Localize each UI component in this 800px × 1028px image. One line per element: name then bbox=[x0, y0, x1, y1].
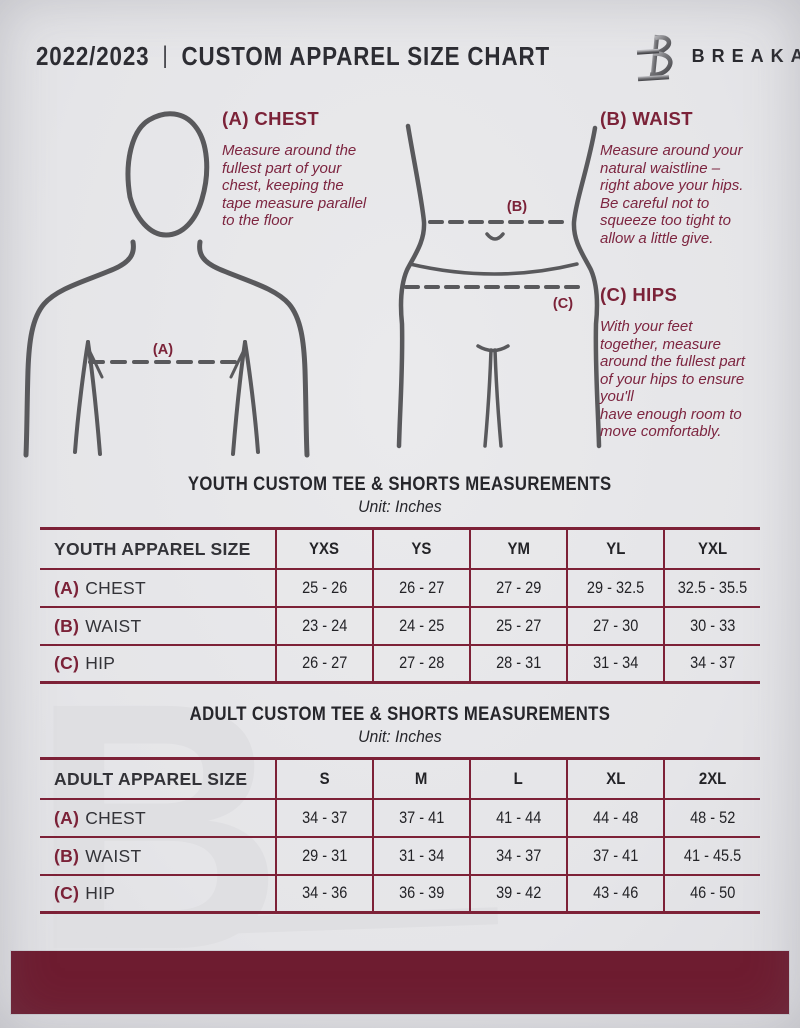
waist-heading: (B) WAIST bbox=[600, 108, 694, 129]
youth-waist-row-label: (B) WAIST bbox=[40, 608, 275, 646]
table-cell: 44 - 48 bbox=[566, 800, 663, 838]
adult-size-2xl: 2XL bbox=[663, 757, 760, 800]
hips-heading: (C) HIPS bbox=[600, 284, 678, 305]
adult-size-xl: XL bbox=[566, 757, 663, 800]
chart-title: CUSTOM APPAREL SIZE CHART bbox=[181, 40, 550, 71]
table-cell: 24 - 25 bbox=[372, 608, 469, 646]
title-separator: | bbox=[162, 42, 169, 69]
chest-heading: (A) CHEST bbox=[222, 108, 320, 129]
table-cell: 41 - 45.5 bbox=[663, 838, 760, 876]
adult-hip-row-label: (C) HIP bbox=[40, 876, 275, 914]
adult-size-column-header: ADULT APPAREL SIZE bbox=[40, 757, 275, 800]
figure-head-outline bbox=[125, 111, 210, 238]
table-cell: 43 - 46 bbox=[566, 876, 663, 914]
table-cell: 23 - 24 bbox=[275, 608, 372, 646]
table-cell: 36 - 39 bbox=[372, 876, 469, 914]
navel-mark bbox=[485, 232, 505, 241]
table-cell: 26 - 27 bbox=[275, 646, 372, 684]
table-cell: 32.5 - 35.5 bbox=[663, 570, 760, 608]
waist-hips-figure: (B) (C) bbox=[396, 123, 602, 449]
table-cell: 34 - 37 bbox=[469, 838, 566, 876]
adult-table-title: ADULT CUSTOM TEE & SHORTS MEASUREMENTS bbox=[189, 704, 611, 725]
adult-section-heading: ADULT CUSTOM TEE & SHORTS MEASUREMENTS U… bbox=[0, 704, 800, 747]
table-cell: 29 - 31 bbox=[275, 838, 372, 876]
table-cell: 37 - 41 bbox=[372, 800, 469, 838]
hips-instructions: (C) HIPS With your feet together, measur… bbox=[600, 284, 792, 441]
table-cell: 34 - 37 bbox=[663, 646, 760, 684]
season-label: 2022/2023 bbox=[36, 40, 150, 71]
chest-measurement-figure: (A) bbox=[23, 111, 310, 458]
table-cell: 28 - 31 bbox=[469, 646, 566, 684]
table-cell: 34 - 36 bbox=[275, 876, 372, 914]
table-cell: 27 - 30 bbox=[566, 608, 663, 646]
youth-size-ym: YM bbox=[469, 527, 566, 570]
table-cell: 39 - 42 bbox=[469, 876, 566, 914]
adult-size-l: L bbox=[469, 757, 566, 800]
table-cell: 26 - 27 bbox=[372, 570, 469, 608]
table-cell: 29 - 32.5 bbox=[566, 570, 663, 608]
footer-accent-bar bbox=[10, 950, 790, 1015]
table-cell: 46 - 50 bbox=[663, 876, 760, 914]
table-cell: 37 - 41 bbox=[566, 838, 663, 876]
youth-table-unit: Unit: Inches bbox=[358, 497, 442, 516]
hip-curve bbox=[408, 262, 579, 276]
waist-line-label: (B) bbox=[507, 199, 527, 215]
table-cell: 48 - 52 bbox=[663, 800, 760, 838]
youth-table-title: YOUTH CUSTOM TEE & SHORTS MEASUREMENTS bbox=[188, 474, 612, 495]
youth-size-column-header: YOUTH APPAREL SIZE bbox=[40, 527, 275, 570]
adult-waist-row-label: (B) WAIST bbox=[40, 838, 275, 876]
table-cell: 34 - 37 bbox=[275, 800, 372, 838]
brand-name: BREAKAWAY bbox=[691, 45, 800, 66]
table-cell: 31 - 34 bbox=[566, 646, 663, 684]
adult-size-table: ADULT APPAREL SIZE S M L XL 2XL (A) CHEST… bbox=[40, 757, 760, 914]
breakaway-b-logo-icon bbox=[636, 34, 673, 82]
youth-section-heading: YOUTH CUSTOM TEE & SHORTS MEASUREMENTS U… bbox=[0, 474, 800, 517]
youth-hip-row-label: (C) HIP bbox=[40, 646, 275, 684]
adult-size-m: M bbox=[372, 757, 469, 800]
youth-size-yxs: YXS bbox=[275, 527, 372, 570]
hips-line-label: (C) bbox=[553, 296, 573, 312]
waist-body-text: Measure around your natural waistline – … bbox=[600, 142, 744, 247]
youth-size-table: YOUTH APPAREL SIZE YXS YS YM YL YXL (A) C… bbox=[40, 527, 760, 684]
page-title: 2022/2023 | CUSTOM APPAREL SIZE CHART bbox=[36, 41, 550, 72]
hips-body-text: With your feet together, measure around … bbox=[600, 318, 746, 440]
adult-size-s: S bbox=[275, 757, 372, 800]
adult-chest-row-label: (A) CHEST bbox=[40, 800, 275, 838]
chest-line-label: (A) bbox=[153, 342, 173, 358]
youth-chest-row-label: (A) CHEST bbox=[40, 570, 275, 608]
youth-size-yxl: YXL bbox=[663, 527, 760, 570]
table-cell: 25 - 26 bbox=[275, 570, 372, 608]
table-cell: 41 - 44 bbox=[469, 800, 566, 838]
table-cell: 27 - 29 bbox=[469, 570, 566, 608]
brand-lockup: BREAKAWAY bbox=[634, 29, 800, 83]
youth-size-ys: YS bbox=[372, 527, 469, 570]
chest-instructions: (A) CHEST Measure around the fullest par… bbox=[222, 108, 412, 230]
chest-body-text: Measure around the fullest part of your … bbox=[222, 142, 367, 229]
table-cell: 27 - 28 bbox=[372, 646, 469, 684]
waist-instructions: (B) WAIST Measure around your natural wa… bbox=[600, 108, 785, 247]
table-cell: 31 - 34 bbox=[372, 838, 469, 876]
page-header: 2022/2023 | CUSTOM APPAREL SIZE CHART bbox=[36, 30, 800, 82]
youth-size-yl: YL bbox=[566, 527, 663, 570]
adult-table-unit: Unit: Inches bbox=[358, 727, 442, 746]
table-cell: 30 - 33 bbox=[663, 608, 760, 646]
table-cell: 25 - 27 bbox=[469, 608, 566, 646]
